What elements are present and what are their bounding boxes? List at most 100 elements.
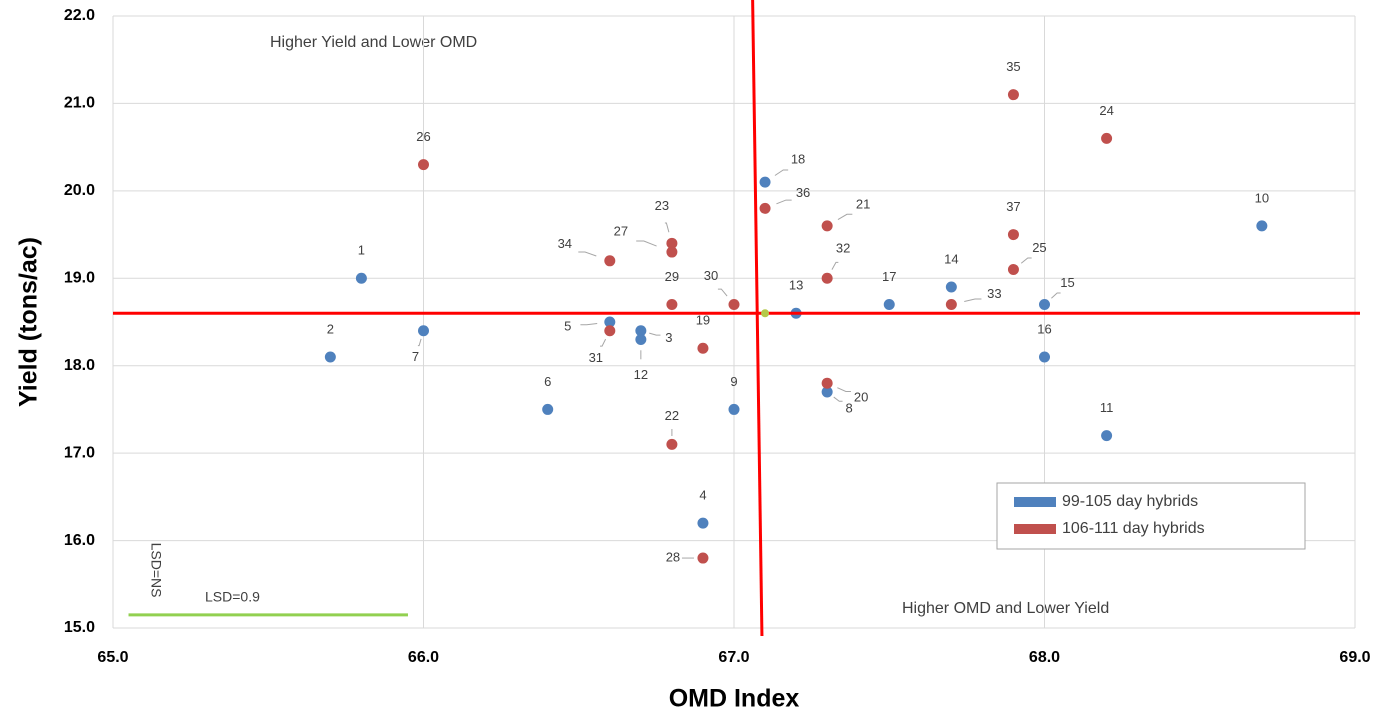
point — [635, 325, 647, 337]
leader-line — [1051, 292, 1061, 299]
point-label: 1 — [358, 243, 365, 258]
point-label: 2 — [327, 321, 334, 336]
point-label: 37 — [1006, 199, 1020, 214]
point-label: 32 — [836, 241, 850, 256]
point — [1007, 89, 1019, 101]
point — [945, 299, 957, 311]
leader-line — [833, 396, 843, 402]
point-label: 28 — [666, 549, 680, 564]
leader-line — [837, 213, 853, 220]
leader-line — [774, 169, 789, 176]
point — [1101, 430, 1113, 442]
point — [883, 299, 895, 311]
leader-line — [649, 332, 661, 336]
point — [945, 281, 957, 293]
point — [728, 403, 740, 415]
point — [821, 377, 833, 389]
point — [666, 246, 678, 258]
point-label: 16 — [1037, 321, 1051, 336]
point-label: 36 — [796, 185, 810, 200]
point-label: 35 — [1006, 59, 1020, 74]
point-label: 33 — [987, 286, 1001, 301]
x-tick-label: 67.0 — [718, 649, 749, 666]
point — [324, 351, 336, 363]
point — [821, 220, 833, 232]
y-tick-label: 16.0 — [64, 532, 95, 549]
annotation: Higher Yield and Lower OMD — [270, 34, 477, 51]
legend-label: 106-111 day hybrids — [1062, 520, 1205, 537]
x-axis-title: OMD Index — [669, 685, 800, 713]
y-tick-label: 19.0 — [64, 270, 95, 287]
point — [418, 325, 429, 337]
legend-label: 99-105 day hybrids — [1062, 493, 1198, 510]
point — [666, 237, 678, 249]
leader-line — [600, 338, 607, 347]
point-label: 26 — [416, 129, 430, 144]
point — [821, 272, 833, 284]
point — [542, 403, 554, 415]
point-label: 29 — [665, 269, 679, 284]
point — [604, 325, 616, 337]
leader-line — [664, 222, 670, 233]
legend-swatch — [1014, 497, 1056, 507]
point — [666, 299, 678, 311]
point — [604, 316, 616, 328]
leader-line — [578, 251, 597, 257]
point-label: 13 — [789, 278, 803, 293]
point — [697, 342, 709, 354]
point-label: 7 — [412, 349, 419, 364]
point-label: 6 — [544, 374, 551, 389]
point-label: 14 — [944, 251, 958, 266]
point-label: 17 — [882, 269, 896, 284]
point-label: 12 — [634, 367, 648, 382]
point — [1039, 351, 1050, 363]
y-tick-label: 20.0 — [64, 182, 95, 199]
point-label: 21 — [856, 196, 870, 211]
x-tick-label: 69.0 — [1339, 649, 1370, 666]
leader-line — [776, 199, 792, 205]
lsd-label: LSD=NS — [148, 543, 164, 598]
point — [697, 552, 709, 564]
annotation: Higher OMD and Lower Yield — [902, 600, 1109, 617]
x-tick-label: 68.0 — [1029, 649, 1060, 666]
point — [604, 255, 616, 267]
legend-box — [996, 482, 1306, 550]
point — [635, 333, 647, 345]
point-label: 19 — [696, 313, 710, 328]
lsd-label: LSD=0.9 — [205, 589, 260, 605]
point-label: 4 — [699, 488, 706, 503]
y-tick-label: 21.0 — [64, 95, 95, 112]
point-label: 18 — [791, 152, 805, 167]
point — [1256, 220, 1268, 232]
point-label: 23 — [655, 198, 669, 213]
point-label: 9 — [730, 374, 737, 389]
leader-line — [837, 387, 851, 392]
point-label: 20 — [854, 390, 868, 405]
leader-line — [964, 298, 982, 303]
leader-line — [580, 323, 598, 326]
leader-line — [417, 338, 422, 347]
leader-line — [636, 240, 657, 247]
point — [418, 159, 429, 171]
point-label: 22 — [665, 408, 679, 423]
point-label: 27 — [614, 223, 628, 238]
point — [821, 386, 833, 398]
point-label: 25 — [1032, 240, 1046, 255]
point-label: 11 — [1100, 400, 1114, 415]
point — [697, 517, 709, 529]
point — [759, 202, 771, 214]
legend-swatch — [1014, 524, 1056, 534]
point-label: 8 — [846, 400, 853, 415]
y-tick-label: 17.0 — [64, 444, 95, 461]
y-tick-label: 18.0 — [64, 357, 95, 374]
leader-line — [831, 261, 839, 270]
y-tick-label: 15.0 — [64, 619, 95, 636]
point-label: 24 — [1099, 103, 1113, 118]
x-tick-label: 65.0 — [97, 649, 128, 666]
point-label: 31 — [589, 350, 603, 365]
point-label: 10 — [1255, 190, 1269, 205]
point-label: 5 — [564, 318, 571, 333]
x-tick-label: 66.0 — [408, 649, 439, 666]
point-label: 34 — [558, 236, 572, 251]
